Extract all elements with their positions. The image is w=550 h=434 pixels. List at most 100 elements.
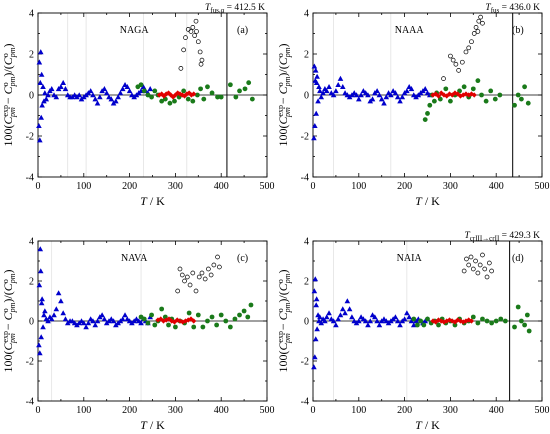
x-tick-label: 300	[168, 181, 183, 192]
data-point	[470, 314, 476, 320]
data-point	[232, 316, 238, 322]
data-point	[45, 318, 51, 324]
data-point	[427, 102, 433, 108]
data-point	[323, 314, 330, 320]
data-point	[313, 110, 320, 116]
data-point	[62, 86, 69, 92]
data-point	[227, 324, 233, 330]
data-point	[110, 318, 117, 324]
data-point	[335, 81, 341, 87]
data-point	[217, 264, 222, 270]
x-tick-label: 400	[489, 181, 504, 192]
data-point	[37, 49, 44, 55]
data-point	[211, 262, 217, 268]
x-axis-label: T / K	[140, 194, 165, 208]
transition-label: TcrIII→crII = 429.3 K	[464, 231, 540, 243]
data-point	[205, 318, 210, 324]
data-point	[117, 90, 124, 96]
data-point	[466, 262, 472, 268]
data-point	[512, 102, 517, 108]
data-point	[314, 326, 320, 332]
data-point	[401, 316, 408, 322]
data-point	[311, 63, 318, 69]
data-point	[200, 324, 206, 330]
data-point	[365, 92, 371, 98]
data-point	[172, 92, 178, 98]
data-point	[369, 96, 376, 102]
data-point	[318, 320, 325, 326]
data-point	[448, 53, 453, 59]
x-axis-label: T / K	[415, 194, 440, 208]
data-point	[190, 270, 196, 276]
data-point	[489, 320, 495, 326]
data-point	[330, 92, 337, 98]
data-point	[339, 84, 346, 90]
x-tick-label: 200	[397, 181, 412, 192]
data-point	[108, 96, 115, 102]
y-tick-label: -4	[301, 397, 309, 408]
data-point	[450, 57, 456, 63]
data-point	[113, 98, 119, 104]
data-point	[335, 316, 341, 322]
data-point	[312, 67, 319, 73]
data-point	[193, 18, 199, 24]
data-point	[145, 92, 151, 98]
data-point	[40, 84, 46, 90]
data-point	[58, 298, 64, 304]
data-point	[388, 92, 394, 98]
data-point	[218, 94, 224, 100]
data-point	[526, 328, 532, 334]
y-tick-label: 4	[304, 9, 309, 20]
data-point	[48, 86, 55, 92]
data-point	[233, 94, 239, 100]
data-point	[425, 316, 430, 322]
data-point	[311, 364, 317, 370]
data-point	[376, 92, 383, 98]
data-point	[404, 88, 410, 94]
y-tick-label: 4	[29, 9, 34, 20]
data-point	[53, 94, 60, 100]
data-point	[431, 98, 437, 104]
x-tick-label: 100	[76, 405, 91, 416]
data-point	[443, 86, 449, 92]
data-point	[156, 92, 162, 98]
x-tick-label: 200	[397, 405, 412, 416]
data-point	[227, 82, 233, 88]
data-point	[92, 96, 99, 102]
data-point	[126, 88, 133, 94]
data-point	[483, 98, 489, 104]
chart-panel-nava: 0 100 200 300 400 500 -4 -2 0 2 4 NAVA (c) 100(Cexppm…	[1, 237, 275, 433]
data-point	[515, 92, 521, 98]
y-tick-label: -4	[26, 397, 34, 408]
data-point	[397, 98, 403, 104]
data-point	[453, 61, 459, 67]
data-point	[358, 92, 364, 98]
data-point	[408, 86, 415, 92]
data-point	[342, 310, 348, 316]
data-point	[193, 288, 199, 294]
data-point	[195, 312, 201, 318]
data-point	[430, 92, 436, 98]
data-point	[518, 96, 524, 102]
data-point	[333, 322, 339, 328]
x-tick-label: 0	[311, 181, 316, 192]
y-axis-label: 100(Cexppm − Copm)/(Copm)	[276, 43, 292, 146]
compound-label: NAGA	[120, 25, 150, 36]
compound-label: NAAA	[395, 25, 425, 36]
data-point	[94, 318, 101, 324]
data-point	[215, 254, 220, 260]
data-point	[241, 308, 247, 314]
data-point	[320, 90, 326, 96]
data-point	[60, 310, 66, 316]
data-point	[486, 260, 492, 266]
data-point	[415, 322, 420, 328]
data-point	[470, 86, 476, 92]
data-point	[317, 88, 323, 94]
data-point	[475, 270, 481, 276]
data-point	[198, 86, 203, 92]
data-point	[175, 288, 181, 294]
y-tick-label: -2	[301, 132, 309, 143]
data-point	[242, 86, 248, 92]
data-point	[484, 318, 490, 324]
